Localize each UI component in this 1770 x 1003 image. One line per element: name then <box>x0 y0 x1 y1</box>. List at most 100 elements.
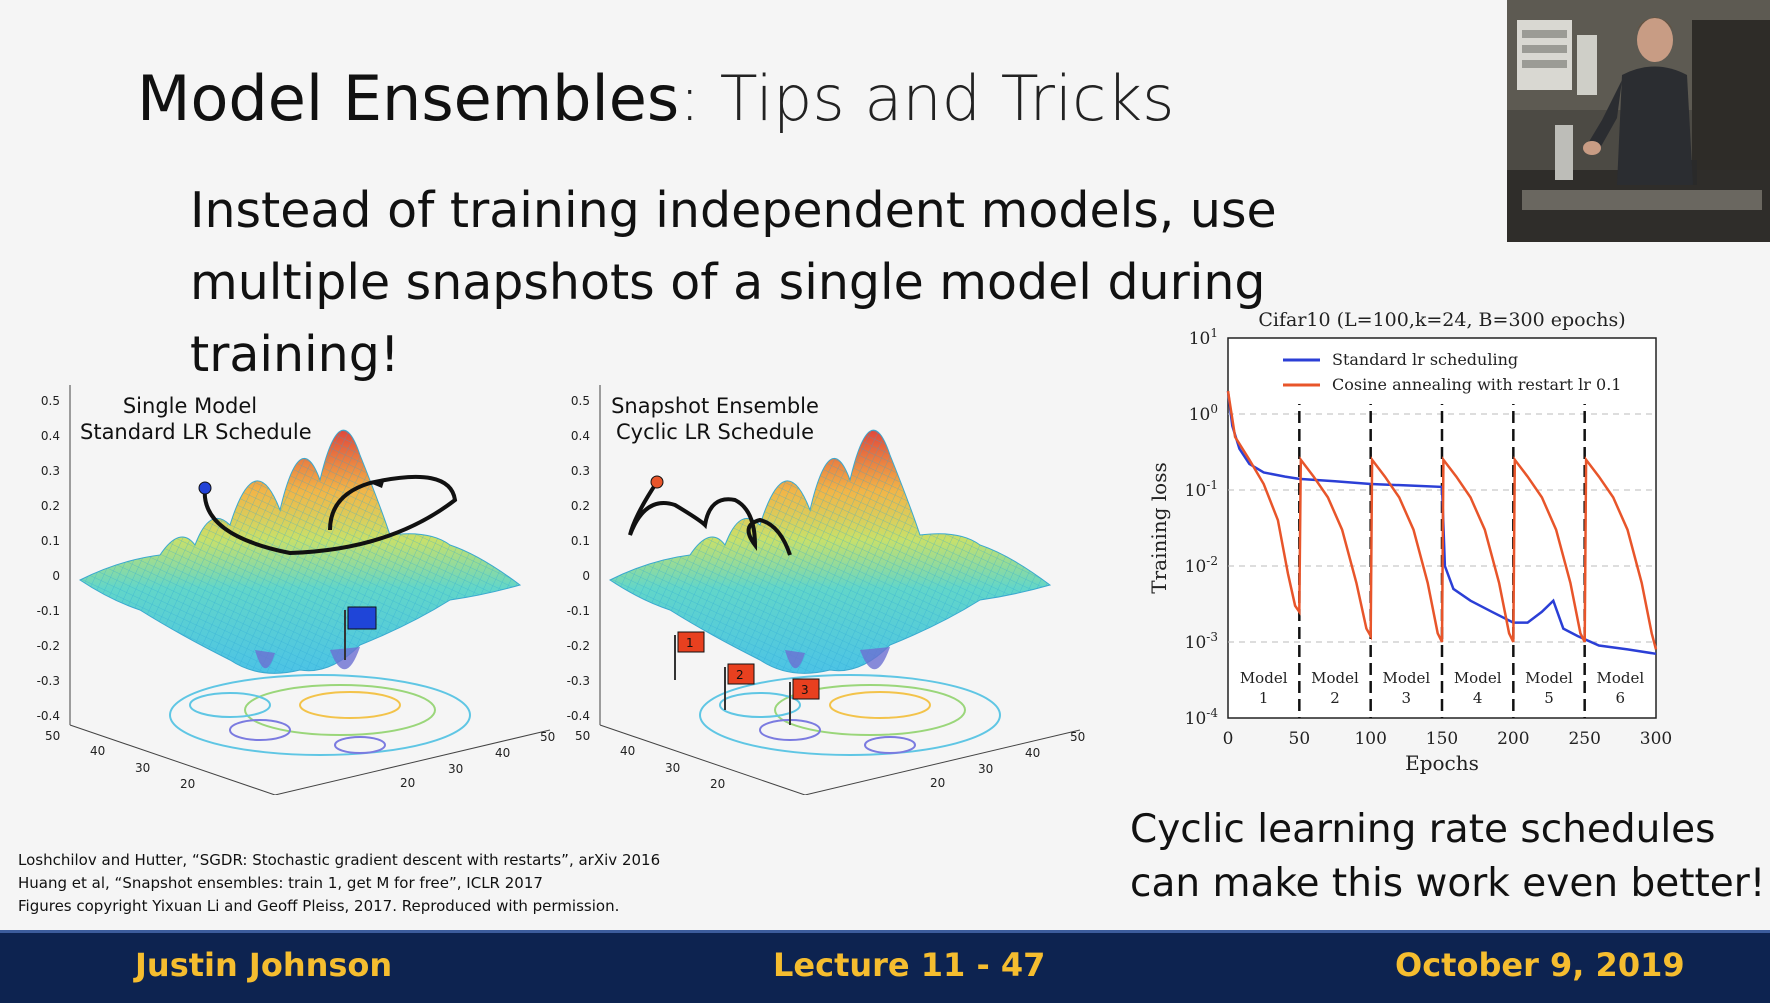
page-title: Model Ensembles: Tips and Tricks <box>137 62 1174 135</box>
ztick: 0.3 <box>41 464 60 478</box>
axtick: 50 <box>45 729 60 743</box>
model-number: 4 <box>1473 689 1483 707</box>
surface-label-left: Single Model Standard LR Schedule <box>80 393 312 445</box>
ztick: 0.5 <box>571 394 590 408</box>
series-line <box>1226 390 1658 650</box>
ztick: 0.5 <box>41 394 60 408</box>
y-tick-label: 10-2 <box>1185 554 1218 577</box>
axtick: 40 <box>620 744 635 758</box>
model-number: 5 <box>1544 689 1554 707</box>
footer-lecture: Lecture 11 - 47 <box>773 946 1046 984</box>
surface-plot-snapshot-ensemble: 1 2 3 0.5 0.4 0.3 0.2 0.1 0 -0.1 -0.2 -0… <box>560 365 1090 796</box>
legend-label: Cosine annealing with restart lr 0.1 <box>1332 375 1621 394</box>
axtick: 40 <box>1025 746 1040 760</box>
ztick: 0.2 <box>571 499 590 513</box>
model-label: Model <box>1525 669 1573 687</box>
subtitle: Instead of training independent models, … <box>190 182 1277 383</box>
footer-date: October 9, 2019 <box>1395 946 1685 984</box>
takeaway-note: Cyclic learning rate schedules can make … <box>1130 803 1770 911</box>
axtick: 30 <box>135 761 150 775</box>
ztick: 0.1 <box>571 534 590 548</box>
axtick: 30 <box>448 762 463 776</box>
ztick: 0.2 <box>41 499 60 513</box>
axtick: 50 <box>575 729 590 743</box>
ztick: 0 <box>52 569 60 583</box>
model-label: Model <box>1240 669 1288 687</box>
webcam-video <box>1507 0 1770 242</box>
axtick: 40 <box>90 744 105 758</box>
surface-label-line1: Single Model <box>122 394 258 418</box>
citation-line: Loshchilov and Hutter, “SGDR: Stochastic… <box>18 851 661 869</box>
y-tick-label: 100 <box>1189 402 1218 425</box>
chart-title: Cifar10 (L=100,k=24, B=300 epochs) <box>1258 309 1625 331</box>
ztick: -0.3 <box>567 674 590 688</box>
axtick: 30 <box>978 762 993 776</box>
flag-label: 2 <box>736 668 744 682</box>
x-tick-label: 200 <box>1497 729 1529 749</box>
flag-label: 1 <box>686 636 694 650</box>
surface-label-right: Snapshot Ensemble Cyclic LR Schedule <box>610 393 820 445</box>
ztick: 0.3 <box>571 464 590 478</box>
footer-author: Justin Johnson <box>135 946 393 984</box>
axtick: 20 <box>710 777 725 791</box>
note-line: Cyclic learning rate schedules <box>1130 807 1716 852</box>
axtick: 50 <box>540 730 555 744</box>
y-axis-label: Training loss <box>1147 462 1171 594</box>
note-line: can make this work even better! <box>1130 861 1766 906</box>
ztick: -0.4 <box>567 709 590 723</box>
ztick: -0.2 <box>567 639 590 653</box>
flag-label: 3 <box>801 683 809 697</box>
training-loss-chart: Cifar10 (L=100,k=24, B=300 epochs) 101 100… <box>1140 308 1680 788</box>
citation-line: Figures copyright Yixuan Li and Geoff Pl… <box>18 897 620 915</box>
ztick: -0.4 <box>37 709 60 723</box>
y-tick-label: 10-4 <box>1185 706 1219 729</box>
ztick: -0.3 <box>37 674 60 688</box>
surface-plot-single-model: 0.5 0.4 0.3 0.2 0.1 0 -0.1 -0.2 -0.3 -0.… <box>30 365 560 796</box>
surface-graphic: 0.5 0.4 0.3 0.2 0.1 0 -0.1 -0.2 -0.3 -0.… <box>37 365 555 796</box>
x-tick-label: 300 <box>1640 729 1672 749</box>
surface-label-line2: Standard LR Schedule <box>80 420 312 444</box>
model-label: Model <box>1596 669 1644 687</box>
training-loss-svg: Cifar10 (L=100,k=24, B=300 epochs) 101 100… <box>1147 309 1672 775</box>
ztick: 0.1 <box>41 534 60 548</box>
citations: Loshchilov and Hutter, “SGDR: Stochastic… <box>18 849 660 918</box>
model-label: Model <box>1382 669 1430 687</box>
x-tick-label: 250 <box>1568 729 1600 749</box>
x-tick-label: 50 <box>1289 729 1311 749</box>
title-rest: : Tips and Tricks <box>679 62 1175 135</box>
model-number: 1 <box>1259 689 1269 707</box>
legend-label: Standard lr scheduling <box>1332 350 1518 369</box>
axtick: 20 <box>180 777 195 791</box>
axtick: 40 <box>495 746 510 760</box>
ztick: -0.2 <box>37 639 60 653</box>
ztick: 0 <box>582 569 590 583</box>
x-tick-label: 0 <box>1223 729 1234 749</box>
series-line <box>1226 390 1657 656</box>
axtick: 20 <box>400 776 415 790</box>
webcam-frame <box>1507 0 1770 242</box>
y-tick-label: 10-1 <box>1185 478 1218 501</box>
axtick: 20 <box>930 776 945 790</box>
x-tick-label: 100 <box>1354 729 1386 749</box>
x-tick-label: 150 <box>1426 729 1458 749</box>
citation-line: Huang et al, “Snapshot ensembles: train … <box>18 874 543 892</box>
x-axis-label: Epochs <box>1405 751 1479 775</box>
title-main: Model Ensembles <box>137 62 680 135</box>
ztick: 0.4 <box>571 429 590 443</box>
surface-label-line1: Snapshot Ensemble <box>611 394 819 418</box>
ztick: 0.4 <box>41 429 60 443</box>
model-number: 2 <box>1330 689 1340 707</box>
model-number: 6 <box>1616 689 1626 707</box>
model-number: 3 <box>1402 689 1412 707</box>
legend-box <box>1258 344 1650 404</box>
surface-label-line2: Cyclic LR Schedule <box>616 420 814 444</box>
model-label: Model <box>1311 669 1359 687</box>
y-tick-label: 101 <box>1189 326 1218 349</box>
model-label: Model <box>1454 669 1502 687</box>
surface-graphic: 1 2 3 0.5 0.4 0.3 0.2 0.1 0 -0.1 -0.2 -0… <box>567 365 1085 796</box>
axtick: 50 <box>1070 730 1085 744</box>
y-tick-label: 10-3 <box>1185 630 1218 653</box>
footer-bar: Justin Johnson Lecture 11 - 47 October 9… <box>0 930 1770 1003</box>
ztick: -0.1 <box>567 604 590 618</box>
